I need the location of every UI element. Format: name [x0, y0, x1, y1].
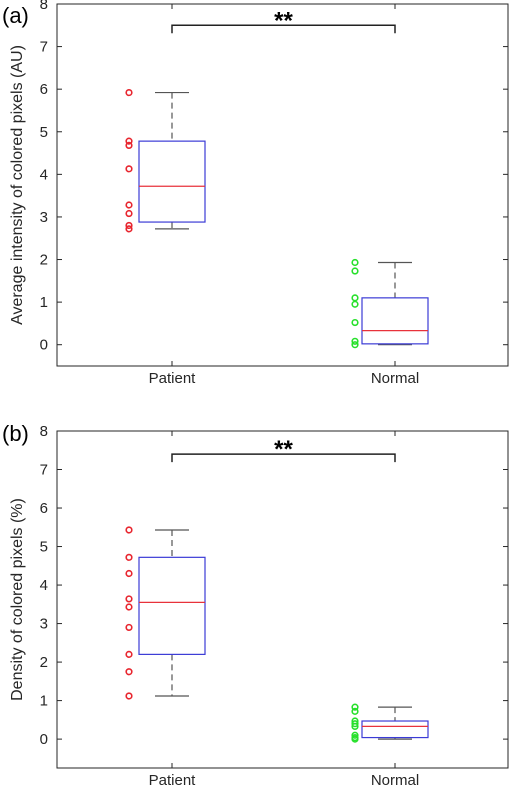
- x-tick-label: Normal: [371, 772, 419, 789]
- data-point-patient: [125, 595, 133, 603]
- data-point-normal: [351, 300, 359, 308]
- significance-label: **: [274, 7, 293, 34]
- data-point-patient: [125, 623, 133, 632]
- data-point-patient: [125, 221, 133, 230]
- x-tick-label: Patient: [149, 370, 197, 387]
- data-point-normal: [351, 258, 359, 267]
- data-point-normal: [351, 720, 359, 728]
- panel-label: (b): [2, 421, 29, 446]
- panel-a: 0 1 2 3 4 5 6 7 8 Patient Normal Average intensity …: [2, 0, 509, 387]
- data-point-patient: [125, 137, 133, 145]
- y-tick-label: 8: [40, 423, 48, 440]
- x-tick-label: Patient: [149, 772, 197, 789]
- y-axis-label: Average intensity of colored pixels (AU): [9, 45, 26, 325]
- data-point-normal: [351, 703, 359, 711]
- data-point-normal: [351, 731, 359, 739]
- data-point-patient: [125, 569, 133, 578]
- box-normal: [361, 261, 429, 346]
- y-tick-label: 0: [40, 731, 48, 748]
- y-tick-label: 4: [40, 166, 48, 183]
- iqr-box: [138, 140, 206, 223]
- data-point-patient: [125, 201, 133, 209]
- plot-frame: [56, 3, 509, 367]
- iqr-box: [361, 297, 429, 345]
- data-point-patient: [125, 209, 133, 218]
- y-tick-label: 2: [40, 654, 48, 671]
- plot-frame: [56, 430, 509, 769]
- y-tick-label: 7: [40, 462, 48, 479]
- data-point-patient: [125, 141, 133, 149]
- y-tick-label: 7: [40, 39, 48, 56]
- data-point-normal: [351, 341, 359, 349]
- y-tick-label: 3: [40, 616, 48, 633]
- y-tick-label: 3: [40, 209, 48, 226]
- y-tick-label: 8: [40, 0, 48, 13]
- data-point-patient: [125, 668, 133, 676]
- y-tick-label: 1: [40, 294, 48, 311]
- box-patient: [138, 91, 206, 230]
- data-point-patient: [125, 165, 133, 173]
- data-point-patient: [125, 650, 133, 658]
- y-tick-label: 5: [40, 124, 48, 141]
- y-tick-label: 0: [40, 337, 48, 354]
- panel-b: 0 1 2 3 4 5 6 7 8 Patient Normal Density of colored…: [2, 421, 509, 789]
- data-point-normal: [351, 337, 359, 345]
- data-point-patient: [125, 553, 133, 561]
- data-point-normal: [351, 267, 359, 275]
- x-tick-label: Normal: [371, 370, 419, 387]
- significance-label: **: [274, 436, 293, 463]
- box-patient: [138, 529, 206, 697]
- data-point-normal: [351, 318, 359, 327]
- data-point-normal: [351, 735, 359, 743]
- y-tick-label: 2: [40, 252, 48, 269]
- significance-bracket: [171, 453, 396, 463]
- y-axis-label: Density of colored pixels (%): [9, 498, 26, 701]
- data-point-patient: [125, 526, 133, 534]
- y-tick-label: 6: [40, 81, 48, 98]
- significance-bracket: [171, 24, 396, 34]
- iqr-box: [361, 720, 429, 739]
- y-tick-label: 1: [40, 693, 48, 710]
- y-tick-label: 4: [40, 577, 48, 594]
- data-point-normal: [351, 707, 359, 715]
- panel-label: (a): [2, 3, 29, 28]
- data-point-normal: [351, 722, 359, 731]
- box-normal: [361, 706, 429, 740]
- y-tick-label: 5: [40, 539, 48, 556]
- data-point-patient: [125, 225, 133, 233]
- y-tick-label: 6: [40, 500, 48, 517]
- data-point-normal: [351, 294, 359, 302]
- data-point-patient: [125, 603, 133, 611]
- iqr-box: [138, 556, 206, 655]
- data-point-patient: [125, 88, 133, 97]
- data-point-patient: [125, 692, 133, 700]
